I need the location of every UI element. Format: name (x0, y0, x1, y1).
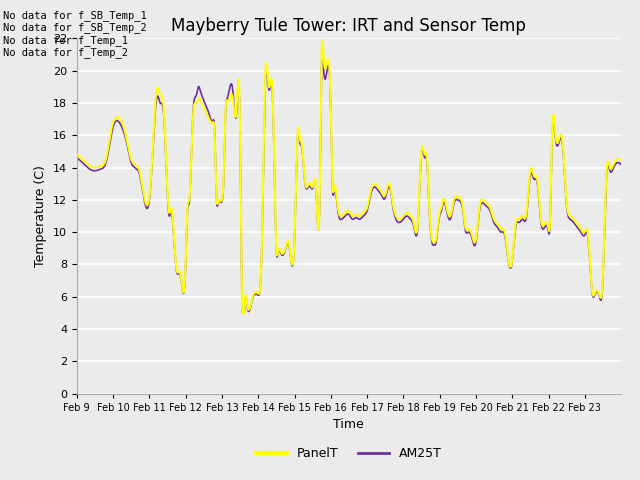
X-axis label: Time: Time (333, 418, 364, 431)
Text: No data for f_SB_Temp_1
No data for f_SB_Temp_2
No data for f_Temp_1
No data for: No data for f_SB_Temp_1 No data for f_SB… (3, 10, 147, 58)
Legend: PanelT, AM25T: PanelT, AM25T (251, 443, 447, 466)
Y-axis label: Temperature (C): Temperature (C) (35, 165, 47, 267)
Title: Mayberry Tule Tower: IRT and Sensor Temp: Mayberry Tule Tower: IRT and Sensor Temp (172, 17, 526, 36)
